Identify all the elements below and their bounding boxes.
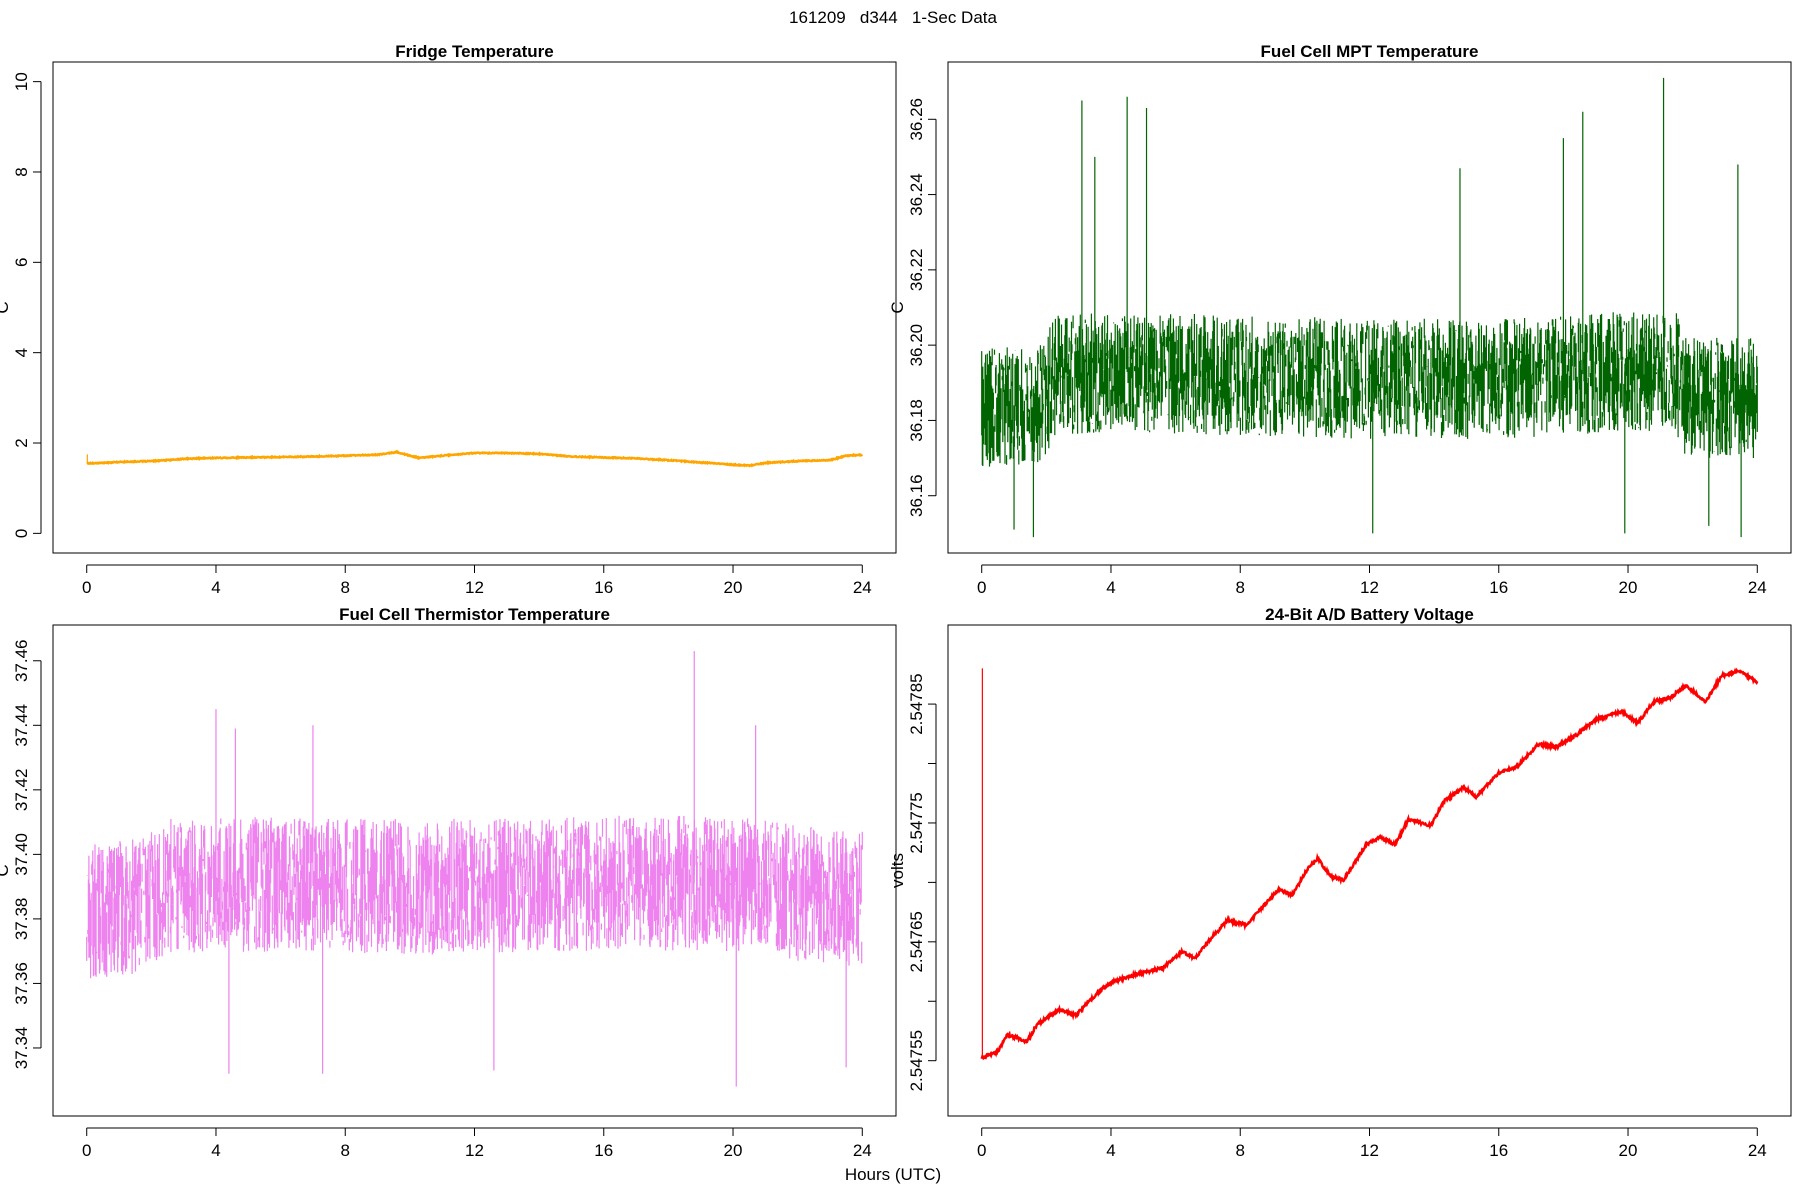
x-tick-label: 8 [1236,578,1245,597]
x-tick-label: 24 [1748,1141,1767,1160]
chart-title: Fuel Cell Thermistor Temperature [339,605,610,624]
y-tick-label: 2.54775 [907,792,926,853]
x-tick-label: 12 [1360,1141,1379,1160]
plot-frame [947,624,1792,1117]
y-tick-label: 2.54765 [907,911,926,972]
x-tick-label: 20 [1619,578,1638,597]
x-tick-label: 0 [977,578,986,597]
x-tick-label: 24 [853,1141,872,1160]
series-line [86,449,864,468]
y-tick-label: 36.24 [907,173,926,216]
y-axis-label: C [0,864,12,876]
y-tick-label: 2.54755 [907,1030,926,1091]
x-tick-label: 4 [211,1141,220,1160]
chart-title: 24-Bit A/D Battery Voltage [1265,605,1474,624]
chart-title: Fuel Cell MPT Temperature [1261,42,1479,61]
x-tick-label: 8 [1236,1141,1245,1160]
y-axis: 2.54755 2.54765 2.54775 2.54785 [907,673,937,1091]
x-axis: 0 4 8 12 16 20 24 [977,564,1767,597]
y-tick-label: 36.22 [907,249,926,292]
plot-frame [52,61,897,554]
x-tick-label: 8 [341,578,350,597]
y-tick-label: 0 [12,529,31,538]
x-tick-label: 12 [465,1141,484,1160]
x-tick-label: 20 [1619,1141,1638,1160]
x-tick-label: 16 [1489,578,1508,597]
y-tick-label: 37.34 [12,1027,31,1070]
x-tick-label: 20 [724,578,743,597]
series-line [981,312,1758,467]
y-tick-label: 4 [12,348,31,357]
series-line [86,815,863,979]
y-tick-label: 36.20 [907,324,926,367]
x-tick-label: 0 [977,1141,986,1160]
y-tick-label: 2.54785 [907,673,926,734]
panels: Fridge TemperatureC048121620240246810Fue… [0,42,1792,1160]
x-tick-label: 24 [853,578,872,597]
x-axis: 0 4 8 12 16 20 24 [82,1127,872,1160]
x-axis: 0 4 8 12 16 20 24 [82,564,872,597]
x-tick-label: 4 [211,578,220,597]
y-axis: 37.34 37.36 37.38 37.40 37.42 37.44 37.46 [12,639,42,1070]
x-tick-label: 20 [724,1141,743,1160]
chart-panel-thermistor: Fuel Cell Thermistor Temperature C 0 4 8 12 16… [0,605,897,1160]
y-tick-label: 6 [12,258,31,267]
chart-panel-fridge: Fridge TemperatureC048121620240246810 [0,42,897,597]
y-tick-label: 2 [12,438,31,447]
y-axis: 0 2 4 6 8 10 [12,72,42,538]
x-tick-label: 12 [465,578,484,597]
chart-panel-battery: 24-Bit A/D Battery Voltage volts 0 4 8 12 16 20… [888,605,1792,1160]
x-axis: 0 4 8 12 16 20 24 [977,1127,1767,1160]
x-tick-label: 4 [1106,1141,1115,1160]
x-tick-label: 0 [82,1141,91,1160]
x-tick-label: 24 [1748,578,1767,597]
plot-frame [947,61,1792,554]
y-tick-label: 8 [12,167,31,176]
figure-x-label: Hours (UTC) [845,1165,941,1184]
x-tick-label: 12 [1360,578,1379,597]
y-axis: 36.16 36.18 36.20 36.22 36.24 36.26 [907,98,937,517]
y-tick-label: 37.42 [12,769,31,812]
chart-title: Fridge Temperature [395,42,553,61]
y-tick-label: 10 [12,72,31,91]
y-tick-label: 37.44 [12,704,31,747]
x-tick-label: 16 [1489,1141,1508,1160]
y-tick-label: 36.18 [907,399,926,442]
chart-panel-mpt: Fuel Cell MPT Temperature C 0 4 8 12 16 20 24 36.… [888,42,1792,597]
y-axis-label: C [888,301,907,313]
y-tick-label: 36.26 [907,98,926,141]
series-line [980,667,1759,1061]
y-tick-label: 37.46 [12,639,31,682]
x-tick-label: 16 [594,578,613,597]
y-tick-label: 36.16 [907,474,926,517]
x-tick-label: 8 [341,1141,350,1160]
y-axis-label: volts [888,853,907,888]
y-axis-label: C [0,301,12,313]
x-tick-label: 16 [594,1141,613,1160]
y-tick-label: 37.36 [12,962,31,1005]
figure-title: 161209 d344 1-Sec Data [789,8,997,27]
x-tick-label: 4 [1106,578,1115,597]
plot-frame [52,624,897,1117]
y-tick-label: 37.40 [12,833,31,876]
x-tick-label: 0 [82,578,91,597]
y-tick-label: 37.38 [12,898,31,941]
